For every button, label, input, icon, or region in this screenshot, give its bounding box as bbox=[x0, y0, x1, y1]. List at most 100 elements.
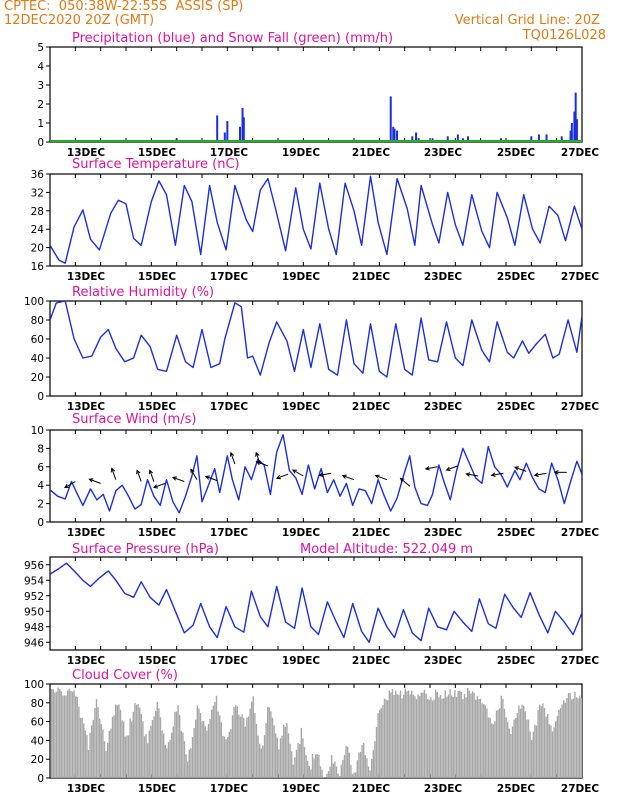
precip-bar bbox=[570, 123, 573, 142]
cloud-bar bbox=[151, 719, 154, 778]
cloud-bar bbox=[521, 704, 523, 778]
precip-bar bbox=[239, 126, 241, 142]
cloud-bar bbox=[539, 704, 541, 778]
cloud-bar bbox=[403, 694, 405, 778]
cloud-bar bbox=[228, 731, 230, 778]
precip-bar bbox=[574, 92, 577, 142]
cloud-bar bbox=[54, 692, 56, 778]
cloud-bar bbox=[246, 717, 248, 778]
y-tick-label: 80 bbox=[31, 698, 44, 710]
cloud-bar bbox=[455, 696, 458, 778]
cloud-bar bbox=[284, 726, 286, 778]
cloud-bar bbox=[179, 714, 181, 778]
y-tick-label: 20 bbox=[31, 372, 44, 384]
x-tick-label: 21DEC bbox=[352, 655, 391, 667]
cloud-bar bbox=[191, 737, 194, 778]
x-tick-label: 21DEC bbox=[352, 147, 391, 159]
y-tick-label: 36 bbox=[31, 169, 45, 181]
cloud-bar bbox=[167, 742, 170, 778]
y-tick-label: 0 bbox=[37, 517, 44, 529]
panel-1: Precipitation (blue) and Snow Fall (gree… bbox=[37, 31, 599, 159]
series-line bbox=[50, 301, 582, 378]
cloud-bar bbox=[452, 697, 454, 778]
cloud-bar bbox=[555, 721, 557, 778]
x-tick-label: 25DEC bbox=[497, 655, 536, 667]
cloud-bar bbox=[358, 752, 360, 778]
cloud-bar bbox=[75, 696, 77, 778]
cloud-bar bbox=[310, 769, 312, 778]
y-tick-label: 5 bbox=[37, 42, 44, 54]
cloud-bar bbox=[427, 698, 429, 778]
cloud-bar bbox=[108, 730, 110, 778]
cloud-bar bbox=[164, 744, 166, 778]
cloud-bar bbox=[339, 776, 341, 778]
wind-arrow-head bbox=[110, 467, 116, 473]
cloud-bar bbox=[287, 733, 290, 778]
wind-arrow bbox=[466, 473, 479, 477]
y-tick-label: 2 bbox=[37, 499, 44, 511]
cloud-bar bbox=[345, 746, 347, 778]
precip-bar bbox=[392, 126, 395, 142]
x-tick-label: 15DEC bbox=[138, 527, 177, 539]
cloud-bar bbox=[487, 717, 490, 778]
cloud-bar bbox=[436, 691, 438, 778]
wind-arrow bbox=[292, 469, 304, 477]
y-tick-label: 2 bbox=[37, 99, 44, 111]
x-tick-label: 27DEC bbox=[561, 783, 600, 795]
wind-arrow bbox=[319, 472, 332, 476]
cloud-bar bbox=[158, 708, 160, 778]
y-tick-label: 0 bbox=[37, 391, 44, 403]
cloud-bar bbox=[57, 687, 59, 778]
cloud-bar bbox=[180, 731, 182, 778]
cloud-bar bbox=[423, 689, 426, 778]
y-tick-label: 40 bbox=[31, 735, 44, 747]
cloud-bar bbox=[355, 772, 357, 778]
cloud-bar bbox=[467, 688, 469, 778]
cloud-bar bbox=[340, 764, 342, 778]
cloud-bar bbox=[412, 694, 414, 778]
cloud-bar bbox=[67, 690, 69, 778]
precip-bar bbox=[393, 128, 396, 142]
cloud-bar bbox=[556, 716, 558, 778]
plot-area bbox=[50, 433, 582, 514]
cloud-bar bbox=[527, 719, 530, 778]
x-tick-label: 13DEC bbox=[67, 527, 106, 539]
cloud-bar bbox=[551, 731, 554, 778]
cloud-bar bbox=[70, 690, 72, 778]
wind-arrow bbox=[136, 470, 142, 482]
cloud-bar bbox=[63, 695, 66, 778]
x-tick-label: 17DEC bbox=[210, 783, 249, 795]
cloud-bar bbox=[126, 735, 128, 778]
cloud-bar bbox=[334, 761, 336, 778]
cloud-bar bbox=[406, 691, 408, 778]
cloud-bar bbox=[255, 723, 258, 778]
wind-arrow bbox=[491, 472, 504, 476]
cloud-bar bbox=[166, 748, 168, 778]
y-tick-label: 956 bbox=[24, 560, 44, 572]
wind-arrow-head bbox=[88, 478, 94, 483]
cloud-bar bbox=[531, 739, 533, 778]
cloud-bar bbox=[155, 710, 157, 778]
cloud-bar bbox=[235, 705, 237, 778]
wind-arrow bbox=[425, 466, 438, 470]
wind-arrow-head bbox=[152, 484, 159, 489]
cloud-bar bbox=[409, 694, 411, 778]
x-tick-label: 21DEC bbox=[352, 271, 391, 283]
precip-bar bbox=[467, 136, 469, 142]
cloud-bar bbox=[398, 694, 400, 778]
cloud-bar bbox=[247, 716, 250, 778]
cloud-bar bbox=[371, 759, 373, 778]
x-tick-label: 17DEC bbox=[210, 271, 249, 283]
x-tick-label: 19DEC bbox=[282, 655, 321, 667]
cloud-bar bbox=[361, 744, 363, 778]
cloud-bar bbox=[283, 724, 285, 778]
cloud-bar bbox=[251, 701, 253, 778]
cloud-bar bbox=[220, 722, 222, 778]
cloud-bar bbox=[239, 716, 242, 778]
cloud-bar bbox=[227, 736, 229, 778]
cloud-bar bbox=[156, 702, 158, 778]
cloud-bar bbox=[140, 714, 142, 778]
cloud-bar bbox=[300, 727, 302, 778]
cloud-bar bbox=[454, 689, 456, 778]
